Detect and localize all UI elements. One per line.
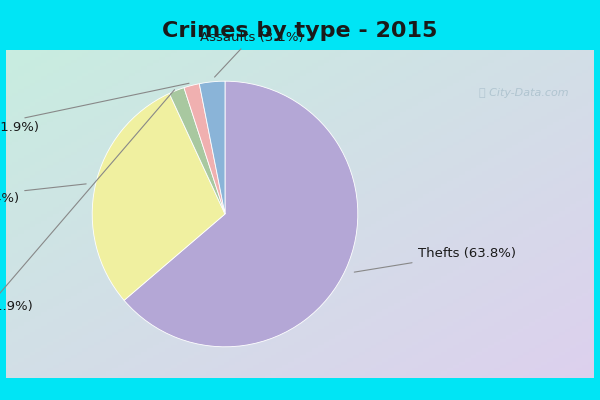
Text: Thefts (63.8%): Thefts (63.8%) (354, 247, 515, 272)
Text: Auto thefts (1.9%): Auto thefts (1.9%) (0, 83, 189, 134)
Text: Burglaries (29.4%): Burglaries (29.4%) (0, 184, 86, 204)
Wedge shape (169, 88, 225, 214)
Text: Crimes by type - 2015: Crimes by type - 2015 (163, 21, 437, 41)
Wedge shape (124, 81, 358, 347)
Text: Assaults (3.1%): Assaults (3.1%) (200, 31, 304, 77)
Wedge shape (199, 81, 225, 214)
Text: ⓘ City-Data.com: ⓘ City-Data.com (479, 88, 568, 98)
Wedge shape (184, 84, 225, 214)
Wedge shape (92, 94, 225, 300)
Text: Rapes (1.9%): Rapes (1.9%) (0, 90, 175, 314)
